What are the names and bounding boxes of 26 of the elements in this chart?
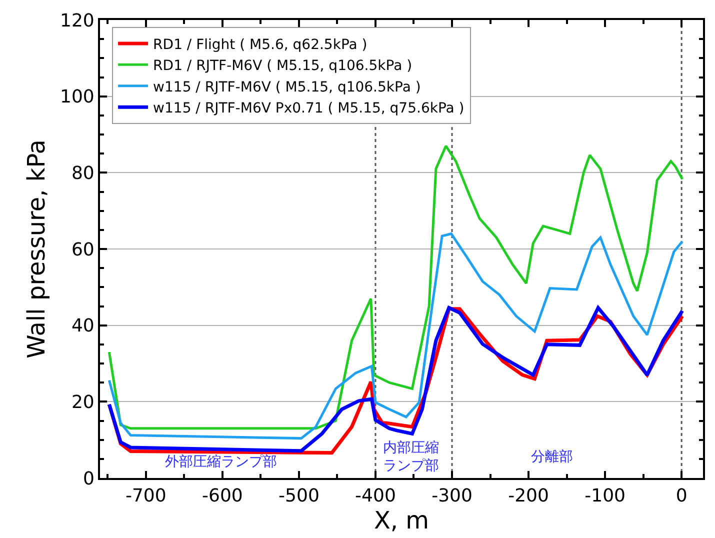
y-axis-title: Wall pressure, kPa xyxy=(22,140,51,358)
y-tick-label: 80 xyxy=(71,162,94,184)
x-axis-title: X, m xyxy=(374,506,430,535)
line-series xyxy=(108,232,684,440)
y-tick-label: 60 xyxy=(71,239,94,260)
legend-label: RD1 / RJTF-M6V ( M5.15, q106.5kPa ) xyxy=(153,58,412,74)
x-tick-label: -100 xyxy=(584,486,626,507)
legend-label: w115 / RJTF-M6V Px0.71 ( M5.15, q75.6kPa ) xyxy=(153,100,464,117)
y-tick-label: 0 xyxy=(82,468,94,490)
y-tick-label: 120 xyxy=(60,10,94,32)
x-tick-label: -200 xyxy=(508,486,549,507)
annotation: 分離部 xyxy=(531,449,573,465)
legend-label: RD1 / Flight ( M5.6, q62.5kPa ) xyxy=(153,36,368,53)
line-series xyxy=(108,144,684,430)
legend-label: w115 / RJTF-M6V ( M5.15, q106.5kPa ) xyxy=(153,79,421,96)
x-tick-label: -300 xyxy=(432,486,472,507)
annotation: 内部圧縮ランプ部 xyxy=(383,440,439,474)
x-tick-label: 0 xyxy=(676,486,688,507)
x-tick-label: -400 xyxy=(355,486,396,507)
x-tick-label: -500 xyxy=(278,486,320,507)
y-tick-label: 20 xyxy=(71,392,94,413)
x-tick-label: -600 xyxy=(202,486,243,507)
y-tick-label: 40 xyxy=(71,316,94,337)
x-tick-label: -700 xyxy=(125,486,166,507)
annotation: 外部圧縮ランプ部 xyxy=(165,454,277,470)
y-tick-label: 100 xyxy=(60,86,94,108)
